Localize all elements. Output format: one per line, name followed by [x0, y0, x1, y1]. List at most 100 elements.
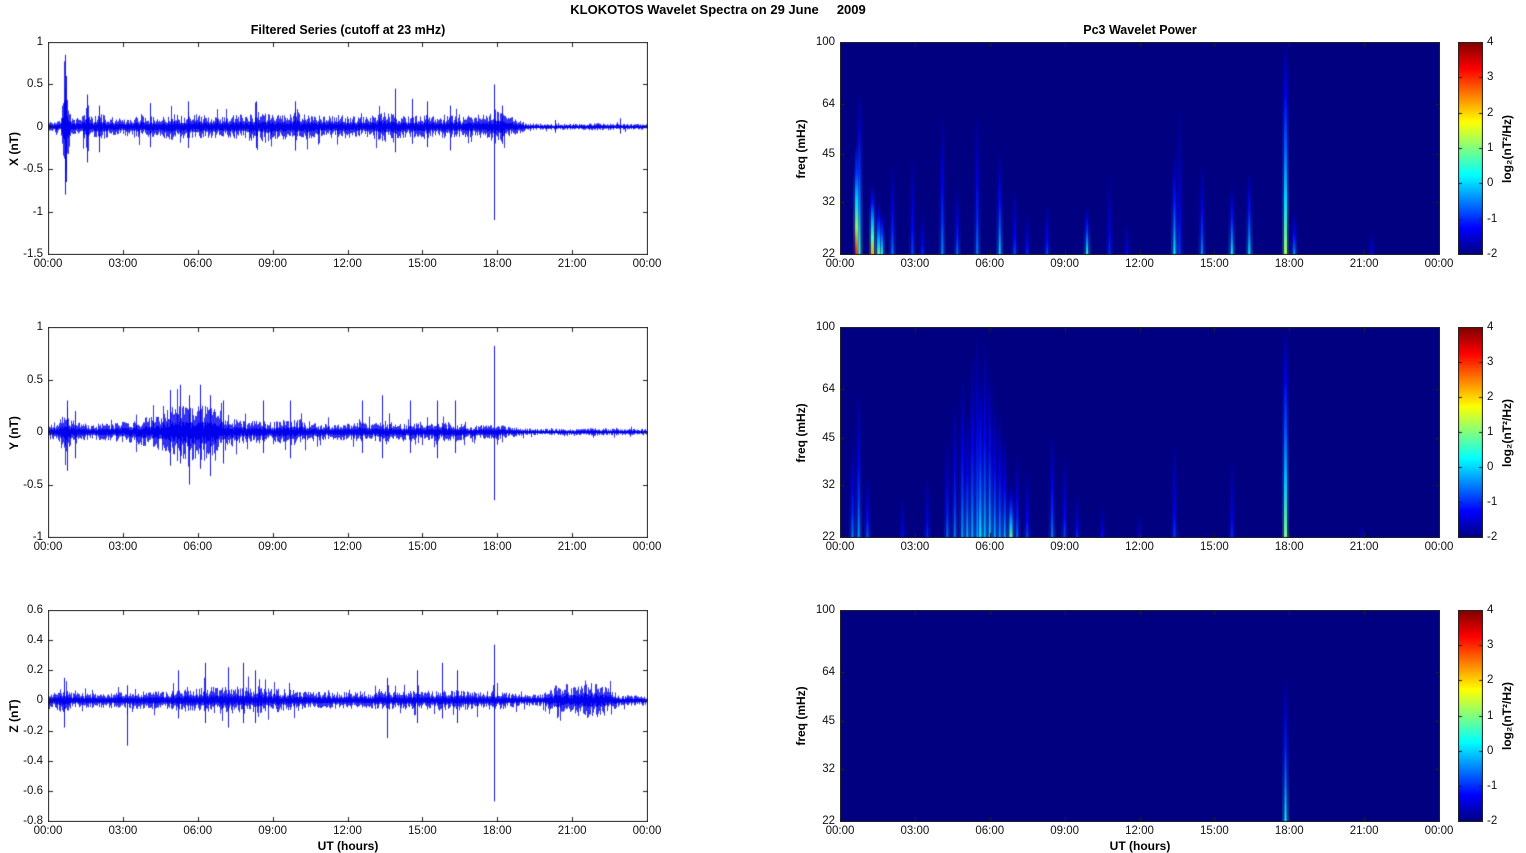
- y-tick-label: 22: [822, 248, 835, 260]
- x-tick-label: 06:00: [183, 825, 213, 837]
- x-tick-label: 00:00: [825, 258, 855, 270]
- x-tick-label: 00:00: [33, 825, 63, 837]
- x-tick-label: 12:00: [1125, 541, 1154, 553]
- x-tick-label: 06:00: [183, 541, 213, 553]
- panel-x-timeseries: Filtered Series (cutoff at 23 mHz) X (nT…: [7, 23, 661, 270]
- y-tick-label: -0.5: [23, 163, 43, 176]
- x-tick-label: 18:00: [1274, 258, 1304, 270]
- panel-y-spectrogram: freq (mHz) 00:00 03:00 06:00 09:00 12:00 15:0…: [794, 321, 1453, 553]
- x-tick-label: 06:00: [975, 825, 1005, 837]
- y-tick-label: 0.4: [27, 634, 43, 647]
- x-tick-label: 00:00: [825, 541, 855, 553]
- colorbar-label-2: log₂(nT²/Hz): [1500, 398, 1514, 467]
- y-tick-label: -0.8: [23, 815, 43, 827]
- x-tick-label: 09:00: [1050, 825, 1080, 837]
- colorbar-label-3: log₂(nT²/Hz): [1500, 682, 1514, 750]
- x-tick-label: 21:00: [557, 541, 587, 553]
- colorbar-tick-label: 1: [1487, 426, 1494, 438]
- colorbar-tick-label: 2: [1487, 391, 1494, 403]
- y-tick-label: 45: [822, 147, 835, 160]
- x-tick-label: 00:00: [33, 258, 63, 270]
- x-tick-label: 18:00: [1274, 541, 1304, 553]
- colorbar-gradient-1: [1458, 42, 1483, 255]
- colorbar-tick-label: 4: [1487, 604, 1494, 616]
- z-component-axis-label: Z (nT): [7, 699, 21, 733]
- freq-axis-label-1: freq (mHz): [794, 118, 808, 179]
- y-tick-label: 0: [36, 426, 43, 438]
- freq-axis-label-2: freq (mHz): [794, 402, 808, 463]
- colorbar-tick-label: -1: [1487, 212, 1498, 225]
- y-tick-label: 0: [36, 120, 43, 133]
- z-spectrogram-plot: [840, 610, 1440, 822]
- y-tick-label: 100: [815, 321, 835, 333]
- colorbar-tick-label: -2: [1487, 531, 1498, 543]
- x-tick-label: 09:00: [258, 258, 288, 270]
- x-tick-label: 00:00: [1424, 825, 1454, 837]
- x-tick-label: 12:00: [1125, 825, 1154, 837]
- x-tick-label: 00:00: [1424, 258, 1454, 270]
- x-tick-label: 00:00: [632, 258, 662, 270]
- x-tick-label: 00:00: [632, 825, 662, 837]
- colorbar-tick-label: 3: [1487, 356, 1494, 368]
- colorbar-tick-label: 1: [1487, 709, 1494, 722]
- y-timeseries-plot: [48, 327, 648, 538]
- filtered-series-title: Filtered Series (cutoff at 23 mHz): [250, 23, 446, 37]
- x-tick-label: 15:00: [407, 258, 437, 270]
- freq-axis-label-3: freq (mHz): [794, 686, 808, 746]
- y-tick-label: 64: [822, 98, 835, 111]
- colorbar-tick-label: 4: [1487, 36, 1494, 48]
- x-tick-label: 09:00: [1050, 258, 1080, 270]
- y-tick-label: 0.5: [27, 78, 43, 91]
- colorbar-tick-label: 2: [1487, 106, 1494, 119]
- y-tick-label: 0.5: [27, 373, 43, 386]
- x-tick-label: 00:00: [632, 541, 662, 553]
- x-tick-label: 09:00: [1050, 541, 1080, 553]
- pc3-wavelet-power-title: Pc3 Wavelet Power: [1083, 23, 1197, 37]
- y-tick-label: -1: [32, 205, 43, 218]
- y-tick-label: 45: [822, 431, 835, 444]
- colorbar-3: log₂(nT²/Hz) 4 3 2 1 0 -1 -2: [1458, 604, 1514, 827]
- y-tick-label: 1: [36, 36, 43, 48]
- x-tick-label: 12:00: [333, 825, 362, 837]
- x-tick-label: 03:00: [900, 258, 930, 270]
- y-tick-label: 100: [815, 36, 835, 48]
- y-tick-label: 1: [36, 321, 43, 333]
- colorbar-tick-label: -1: [1487, 496, 1498, 508]
- x-tick-label: 12:00: [1125, 258, 1154, 270]
- y-tick-label: -1.5: [23, 248, 43, 260]
- x-tick-label: 18:00: [482, 825, 512, 837]
- y-tick-label: -0.4: [23, 754, 43, 767]
- x-tick-label: 03:00: [900, 825, 930, 837]
- colorbar-tick-label: 0: [1487, 744, 1494, 757]
- panel-y-timeseries: Y (nT) 00:00 03:00 06:00 09:00 12:00 15:00 18:…: [7, 321, 661, 553]
- x-tick-label: 21:00: [1349, 825, 1379, 837]
- y-component-axis-label: Y (nT): [7, 415, 21, 450]
- x-tick-label: 15:00: [1199, 825, 1229, 837]
- x-tick-label: 21:00: [557, 825, 587, 837]
- x-tick-label: 15:00: [1199, 258, 1229, 270]
- x-component-axis-label: X (nT): [7, 131, 21, 166]
- y-tick-label: 32: [822, 479, 835, 492]
- y-tick-label: 22: [822, 531, 835, 543]
- x-spectrogram-plot: [840, 42, 1440, 255]
- figure-title: KLOKOTOS Wavelet Spectra on 29 June 2009: [570, 2, 866, 17]
- colorbar-tick-label: 0: [1487, 461, 1494, 473]
- y-tick-label: 64: [822, 382, 835, 395]
- ut-hours-axis-label-right: UT (hours): [1109, 839, 1171, 853]
- z-timeseries-plot: [48, 610, 648, 822]
- y-tick-label: -0.5: [23, 478, 43, 491]
- x-tick-label: 15:00: [1199, 541, 1229, 553]
- colorbar-tick-label: -2: [1487, 248, 1498, 260]
- colorbar-tick-label: 4: [1487, 321, 1494, 333]
- y-tick-label: 32: [822, 762, 835, 775]
- x-tick-label: 15:00: [407, 541, 437, 553]
- panel-z-spectrogram: freq (mHz) UT (hours) 00:00 03:00 06:00 09:…: [794, 604, 1453, 853]
- x-tick-label: 18:00: [482, 258, 512, 270]
- colorbar-2: log₂(nT²/Hz) 4 3 2 1 0 -1 -2: [1458, 321, 1514, 543]
- x-tick-label: 21:00: [557, 258, 587, 270]
- colorbar-tick-label: 1: [1487, 142, 1494, 154]
- y-tick-label: 45: [822, 715, 835, 728]
- colorbar-gradient-3: [1458, 610, 1483, 822]
- colorbar-tick-label: 3: [1487, 71, 1494, 84]
